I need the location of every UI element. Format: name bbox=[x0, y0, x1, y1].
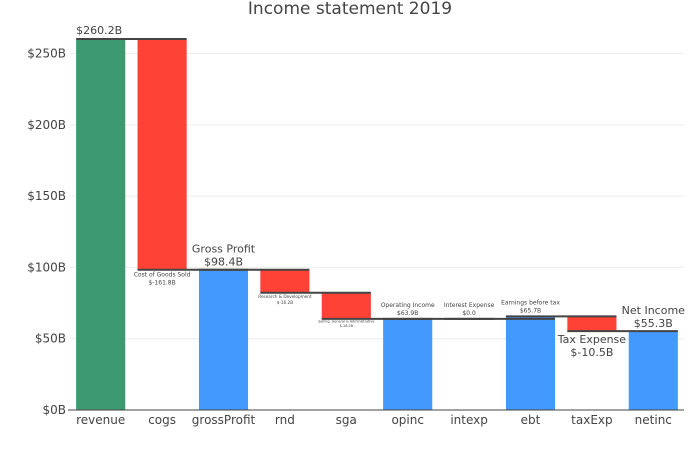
bar-label-intexp: Interest Expense bbox=[444, 302, 495, 309]
y-tick-label: $0B bbox=[42, 403, 66, 417]
bar-label-sga: Selling, General & Administrative bbox=[318, 319, 374, 323]
bar-label-opinc: Operating Income bbox=[381, 302, 435, 309]
value-label-rnd: $-16.2B bbox=[277, 300, 293, 305]
value-label-opinc: $63.9B bbox=[397, 310, 418, 317]
bar-label-grossProfit: Gross Profit bbox=[192, 243, 256, 256]
value-label-intexp: $0.0 bbox=[462, 310, 476, 317]
x-tick-label: sga bbox=[336, 413, 357, 427]
value-label-revenue: $260.2B bbox=[76, 24, 122, 37]
y-tick-label: $150B bbox=[27, 189, 66, 203]
x-tick-label: ebt bbox=[521, 413, 541, 427]
x-tick-label: cogs bbox=[148, 413, 176, 427]
value-label-taxExp: $-10.5B bbox=[570, 346, 613, 359]
bar-grossProfit bbox=[198, 269, 249, 410]
bar-revenue bbox=[76, 38, 126, 411]
x-tick-label: rnd bbox=[275, 413, 295, 427]
x-tick-label: intexp bbox=[450, 413, 488, 427]
bar-label-taxExp: Tax Expense bbox=[557, 333, 627, 346]
bar-label-cogs: Cost of Goods Sold bbox=[134, 272, 191, 279]
data-labels: $260.2B Cost of Goods Sold$-161.8B Gross P… bbox=[76, 24, 685, 359]
bar-ebt bbox=[505, 316, 556, 410]
value-label-netinc: $55.3B bbox=[634, 317, 673, 330]
bar-label-ebt: Earnings before tax bbox=[501, 299, 560, 306]
y-axis-ticks: $0B $50B $100B $150B $200B $250B bbox=[27, 47, 66, 417]
bar-taxExp bbox=[567, 316, 617, 332]
bar-sga bbox=[321, 292, 371, 319]
bar-rnd bbox=[260, 269, 310, 293]
bar-label-rnd: Research & Development bbox=[258, 294, 312, 299]
value-label-ebt: $65.7B bbox=[520, 307, 541, 314]
x-tick-label: revenue bbox=[76, 413, 125, 427]
value-label-cogs: $-161.8B bbox=[148, 280, 175, 287]
x-tick-label: taxExp bbox=[571, 413, 612, 427]
chart-title: Income statement 2019 bbox=[248, 0, 452, 19]
bar-netinc bbox=[628, 331, 678, 410]
y-tick-label: $50B bbox=[35, 332, 66, 346]
y-tick-label: $250B bbox=[27, 47, 66, 61]
x-tick-label: netinc bbox=[635, 413, 672, 427]
bars bbox=[76, 38, 678, 411]
x-tick-label: opinc bbox=[391, 413, 424, 427]
bar-opinc bbox=[383, 318, 433, 410]
value-label-grossProfit: $98.4B bbox=[204, 256, 243, 269]
value-label-sga: $-18.2B bbox=[340, 324, 354, 328]
y-tick-label: $100B bbox=[27, 260, 66, 274]
bar-cogs bbox=[137, 38, 187, 270]
y-tick-label: $200B bbox=[27, 118, 66, 132]
x-axis-ticks: revenue cogs grossProfit rnd sga opinc intexp e… bbox=[76, 413, 672, 427]
bar-label-netinc: Net Income bbox=[622, 304, 686, 317]
connectors bbox=[76, 37, 678, 333]
x-tick-label: grossProfit bbox=[192, 413, 256, 427]
